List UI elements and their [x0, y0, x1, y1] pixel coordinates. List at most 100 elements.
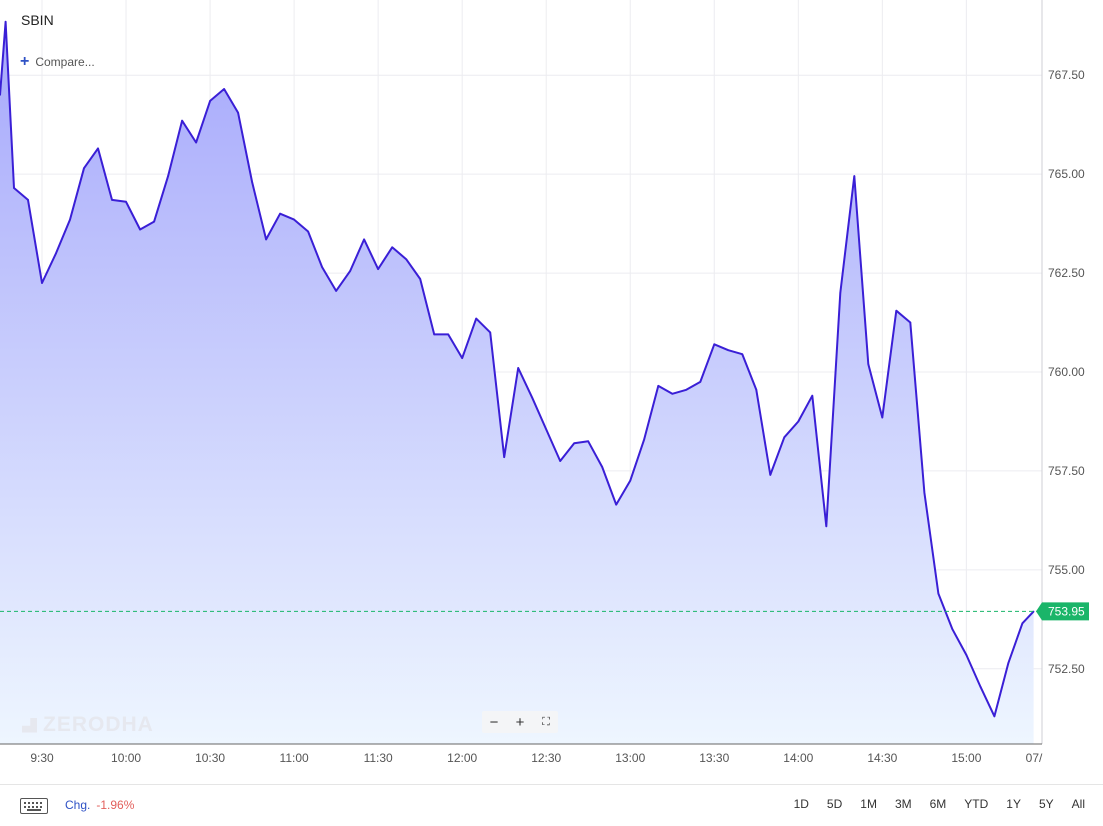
price-point — [545, 428, 548, 431]
price-point — [517, 367, 519, 369]
price-point — [755, 389, 758, 391]
price-point — [601, 466, 604, 468]
y-tick-label: 762.50 — [1048, 266, 1085, 280]
range-1m-button[interactable]: 1M — [860, 797, 877, 811]
price-point — [167, 175, 169, 177]
price-point — [853, 175, 856, 177]
price-point — [727, 349, 730, 352]
price-point — [1032, 610, 1035, 613]
x-tick-label: 14:30 — [867, 751, 897, 765]
range-1y-button[interactable]: 1Y — [1006, 797, 1021, 811]
price-point — [937, 592, 940, 595]
y-tick-label: 765.00 — [1048, 167, 1085, 181]
change-label: Chg. — [65, 798, 91, 812]
zoom-in-button[interactable]: + — [515, 713, 525, 731]
price-point — [671, 392, 674, 395]
price-point — [965, 654, 968, 656]
price-point — [503, 456, 505, 458]
change-indicator: Chg. -1.96% — [65, 798, 134, 812]
x-tick-label: 11:00 — [280, 751, 309, 765]
price-point — [265, 238, 267, 241]
price-point — [643, 438, 646, 441]
price-point — [223, 88, 225, 90]
x-tick-label: 15:00 — [951, 751, 981, 765]
last-price-label: 753.95 — [1048, 604, 1085, 618]
price-point — [797, 420, 800, 423]
watermark-text: ZERODHA — [43, 713, 154, 736]
price-point — [475, 317, 477, 320]
price-point — [923, 491, 926, 494]
price-point — [405, 258, 407, 261]
price-point — [615, 503, 618, 506]
x-tick-label: 13:30 — [699, 751, 729, 765]
price-point — [1007, 662, 1010, 664]
x-tick-label: 14:00 — [783, 751, 813, 765]
keyboard-icon[interactable] — [20, 798, 48, 814]
price-point — [111, 199, 113, 201]
price-point — [391, 246, 393, 249]
fullscreen-icon[interactable]: ⛶ — [542, 715, 550, 728]
zoom-out-button[interactable]: − — [489, 713, 499, 731]
price-point — [237, 111, 239, 114]
range-6m-button[interactable]: 6M — [929, 797, 947, 811]
x-tick-label: 10:30 — [195, 751, 225, 765]
price-point — [559, 460, 562, 462]
price-point — [419, 278, 421, 280]
range-all-button[interactable]: All — [1071, 797, 1085, 811]
zoom-controls: − + ⛶ — [482, 711, 558, 733]
range-selector: 1D 5D 1M 3M 6M YTD 1Y 5Y All — [785, 797, 1085, 811]
y-tick-label: 755.00 — [1048, 563, 1085, 577]
price-point — [573, 442, 576, 445]
price-point — [825, 525, 828, 528]
y-tick-label: 757.50 — [1048, 464, 1085, 478]
price-point — [69, 218, 71, 221]
price-point — [0, 94, 1, 96]
y-tick-label: 760.00 — [1048, 365, 1085, 379]
price-point — [209, 100, 211, 102]
price-point — [909, 321, 912, 324]
price-chart[interactable]: 752.50 755.00 757.50 760.00 762.50 765.00 767.… — [0, 0, 1103, 784]
zerodha-watermark: ZERODHA — [22, 713, 154, 737]
y-tick-label: 752.50 — [1048, 662, 1085, 676]
price-point — [531, 396, 534, 399]
price-point — [13, 187, 15, 189]
range-5y-button[interactable]: 5Y — [1038, 797, 1054, 811]
price-point — [489, 331, 491, 334]
price-point — [251, 181, 253, 183]
compare-button[interactable]: + Compare... — [20, 53, 95, 70]
last-price-badge — [1036, 602, 1089, 621]
price-point — [685, 389, 688, 391]
price-point — [629, 480, 632, 482]
x-tick-label: 07/ — [1026, 751, 1043, 765]
x-tick-label: 13:00 — [615, 751, 645, 765]
price-point — [335, 290, 337, 292]
price-point — [867, 363, 870, 365]
range-1d-button[interactable]: 1D — [793, 797, 809, 811]
price-point — [139, 228, 141, 231]
price-point — [1021, 622, 1024, 625]
price-point — [125, 201, 127, 203]
price-point — [461, 357, 463, 359]
price-point — [895, 309, 898, 312]
price-point — [363, 238, 365, 241]
change-value: -1.96% — [96, 798, 135, 812]
price-point — [951, 628, 954, 631]
footer-bar: Chg. -1.96% 1D 5D 1M 3M 6M YTD 1Y 5Y All — [0, 784, 1103, 826]
plus-icon: + — [20, 53, 30, 70]
price-point — [181, 119, 183, 122]
x-tick-label: 12:00 — [447, 751, 477, 765]
range-5d-button[interactable]: 5D — [826, 797, 843, 811]
y-tick-label: 767.50 — [1048, 68, 1085, 82]
price-line — [0, 20, 1035, 718]
price-point — [993, 715, 996, 718]
x-tick-label: 12:30 — [531, 751, 561, 765]
range-ytd-button[interactable]: YTD — [964, 797, 989, 811]
range-3m-button[interactable]: 3M — [894, 797, 912, 811]
price-point — [349, 270, 351, 272]
compare-label: Compare... — [35, 55, 95, 69]
x-tick-label: 11:30 — [364, 751, 393, 765]
symbol-title: SBIN — [21, 12, 54, 28]
price-point — [769, 474, 772, 476]
zerodha-logo-icon — [22, 717, 37, 733]
price-point — [783, 436, 786, 439]
